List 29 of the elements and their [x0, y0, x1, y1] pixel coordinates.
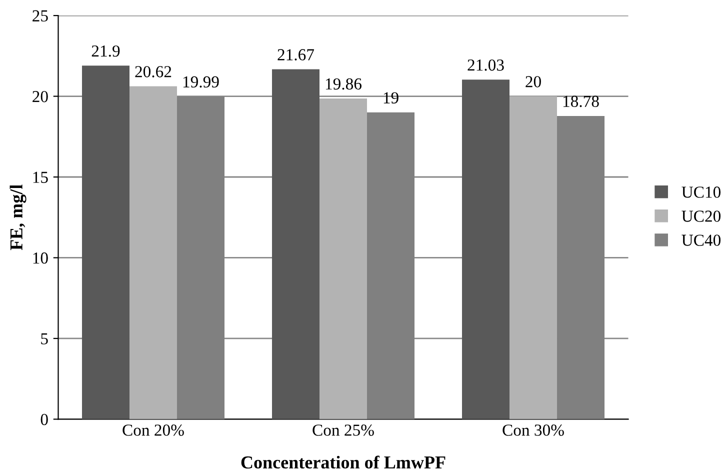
y-axis-title: FE, mg/l	[10, 184, 26, 250]
data-label: 20	[526, 76, 541, 88]
bar	[320, 98, 368, 420]
bar	[129, 86, 177, 420]
data-label: 21.03	[468, 59, 504, 71]
data-label: 18.78	[563, 96, 599, 108]
x-tick-label: Con 25%	[312, 424, 374, 436]
bar	[82, 66, 130, 420]
y-tick-label: 5	[41, 333, 48, 344]
x-tick-label: Con 20%	[122, 424, 184, 436]
y-tick-label: 0	[40, 414, 48, 426]
bar	[272, 69, 320, 420]
y-tick-label: 20	[32, 90, 48, 102]
bar	[462, 80, 510, 420]
data-label: 21.67	[278, 49, 314, 60]
data-label: 20.62	[135, 66, 172, 78]
y-tick-label: 15	[33, 172, 48, 183]
data-label: 19.86	[326, 78, 362, 90]
legend-label: UC40	[682, 234, 721, 246]
data-label: 19.99	[183, 76, 219, 88]
y-tick-label: 25	[32, 10, 48, 22]
bar	[510, 96, 558, 420]
y-tick-label: 10	[33, 252, 48, 264]
data-label: 21.9	[92, 45, 120, 57]
x-tick-label: Con 30%	[502, 424, 564, 436]
x-axis-title: Concenteration of LmwPF	[241, 456, 446, 469]
legend-label: UC20	[682, 210, 721, 222]
data-label: 19	[384, 92, 398, 104]
legend-label: UC10	[682, 186, 721, 198]
